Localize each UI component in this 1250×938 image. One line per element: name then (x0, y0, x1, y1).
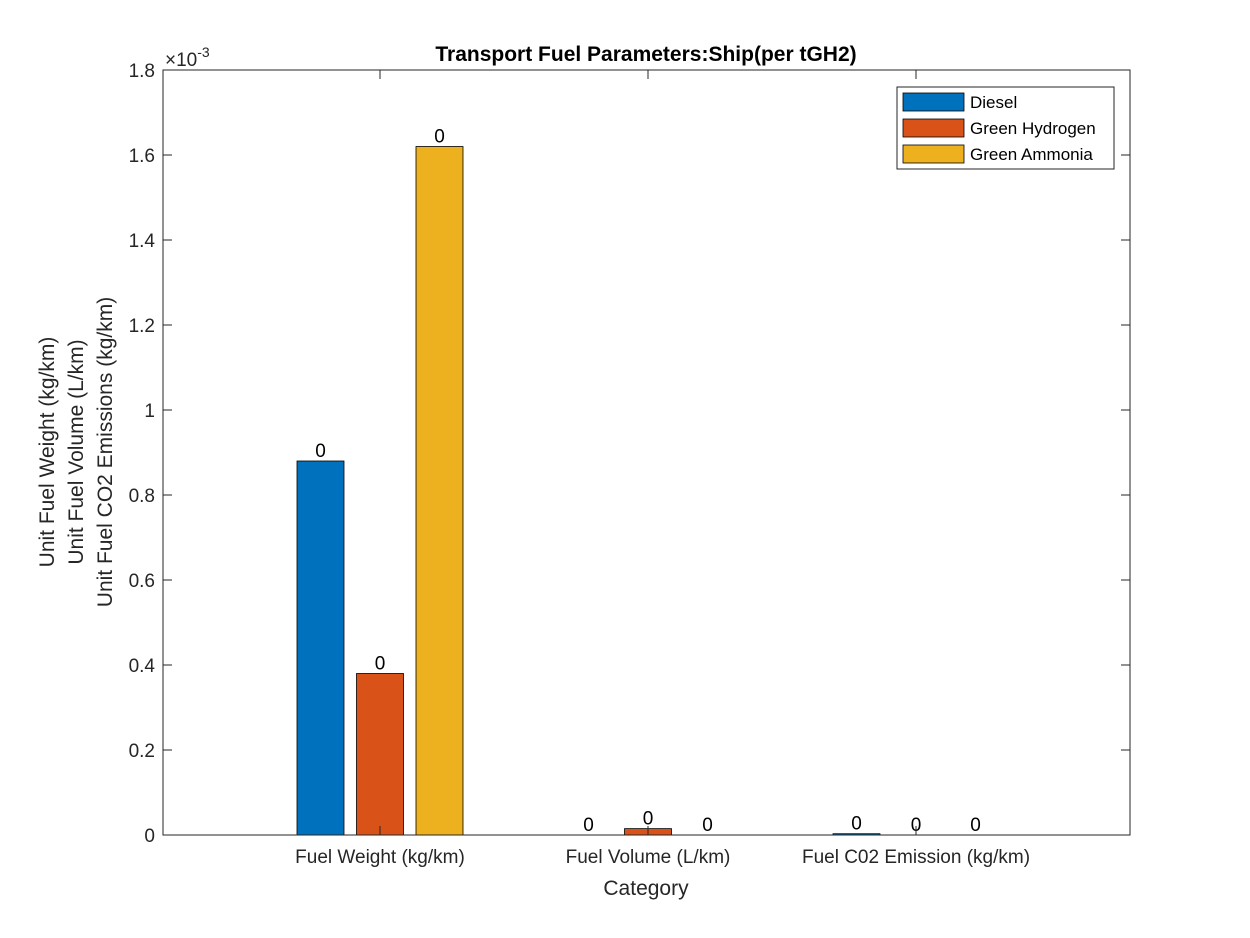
legend-label-green-ammonia: Green Ammonia (970, 145, 1093, 164)
exponent-label: ×10-3 (165, 44, 210, 71)
exponent-base: ×10 (165, 50, 197, 71)
y-tick-label: 1.8 (129, 61, 155, 82)
y-ticks-group: 0 0.2 0.4 0.6 0.8 1 1.2 1.4 1.6 1.8 (129, 61, 1130, 847)
legend-swatch-green-ammonia (902, 144, 965, 164)
y-tick-label: 1.4 (129, 231, 156, 252)
exponent-power: -3 (197, 44, 210, 60)
x-tick-label: Fuel Volume (L/km) (566, 847, 731, 868)
x-tick-label: Fuel C02 Emission (kg/km) (802, 847, 1030, 868)
data-labels-group: 0 0 0 0 0 0 0 0 0 (315, 127, 981, 837)
axes-box (162, 69, 1131, 836)
y-axis-title-line-1: Unit Fuel Weight (kg/km) (36, 337, 59, 568)
x-axis-title: Category (603, 877, 689, 900)
y-tick-label: 0.8 (129, 486, 155, 507)
y-tick-label: 0.6 (129, 571, 155, 592)
data-label-green-ammonia-0: 0 (434, 127, 445, 148)
bar-green-ammonia-0 (415, 146, 464, 836)
data-label-green-hydrogen-0: 0 (375, 654, 386, 675)
legend: Diesel Green Hydrogen Green Ammonia (896, 86, 1115, 170)
data-label-diesel-1: 0 (583, 815, 594, 836)
data-label-green-hydrogen-2: 0 (911, 815, 922, 836)
y-axis-title-line-3: Unit Fuel CO2 Emissions (kg/km) (94, 297, 117, 607)
y-tick-label: 0.4 (129, 656, 156, 677)
y-tick-label: 1.6 (129, 146, 155, 167)
y-tick-label: 1 (144, 401, 155, 422)
y-tick-label: 0 (144, 826, 155, 847)
data-label-diesel-0: 0 (315, 441, 326, 462)
data-label-diesel-2: 0 (851, 814, 862, 835)
legend-swatch-green-hydrogen (902, 118, 965, 138)
bar-green-hydrogen-0 (356, 673, 404, 836)
y-tick-label: 0.2 (129, 741, 155, 762)
legend-label-diesel: Diesel (970, 93, 1017, 112)
chart-title: Transport Fuel Parameters:Ship(per tGH2) (435, 43, 856, 66)
legend-swatch-diesel (902, 92, 965, 112)
data-label-green-ammonia-2: 0 (970, 815, 981, 836)
bar-diesel-0 (296, 460, 345, 836)
x-tick-label: Fuel Weight (kg/km) (295, 847, 465, 868)
legend-label-green-hydrogen: Green Hydrogen (970, 119, 1096, 138)
data-label-green-ammonia-1: 0 (702, 815, 713, 836)
y-tick-label: 1.2 (129, 316, 155, 337)
data-label-green-hydrogen-1: 0 (643, 809, 654, 830)
y-axis-title-line-2: Unit Fuel Volume (L/km) (65, 339, 88, 564)
x-ticks-group: Fuel Weight (kg/km) Fuel Volume (L/km) Fue… (295, 70, 1030, 868)
